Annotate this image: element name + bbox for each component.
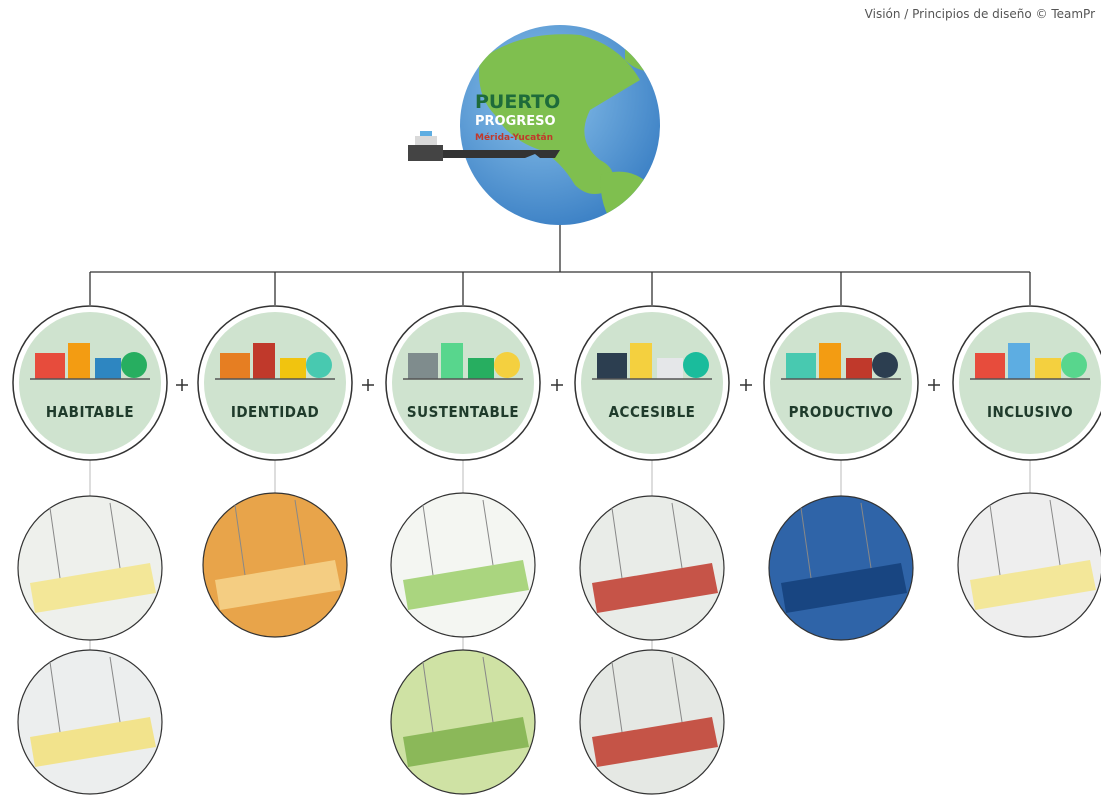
icon: [683, 352, 709, 378]
principle: PRODUCTIVO: [763, 305, 919, 461]
icon: [408, 353, 438, 379]
icon: [280, 358, 306, 379]
photo-circle: [768, 495, 914, 641]
photo-circle: [579, 495, 725, 641]
icon: [253, 343, 275, 379]
principle: INCLUSIVO: [952, 305, 1101, 461]
photo-detail: [422, 656, 494, 733]
principle: HABITABLE: [12, 305, 168, 461]
icon: [121, 352, 147, 378]
icon: [872, 352, 898, 378]
credit: Visión / Principios de diseño © TeamPr: [865, 7, 1095, 21]
icon: [494, 352, 520, 378]
photo-detail: [781, 563, 907, 613]
icon: [657, 358, 683, 379]
icon: [468, 358, 494, 379]
principle-disc: [19, 312, 161, 454]
principle-label: IDENTIDAD: [231, 403, 319, 421]
photo-detail: [800, 502, 872, 579]
plus-signs: [176, 379, 940, 391]
photo-circle: [17, 649, 163, 795]
photo-detail: [592, 717, 718, 767]
icon: [1061, 352, 1087, 378]
photo-circle: [390, 492, 536, 638]
principle-label: SUSTENTABLE: [407, 403, 519, 421]
photo-detail: [592, 563, 718, 613]
principle-label: INCLUSIVO: [987, 403, 1073, 421]
globe: PUERTO PROGRESO Mérida-Yucatán: [408, 25, 660, 225]
principle-label: PRODUCTIVO: [789, 403, 894, 421]
photo-detail: [49, 502, 121, 579]
photo-detail: [611, 656, 683, 733]
icon: [630, 343, 652, 379]
photo-circle: [579, 649, 725, 795]
principle-disc: [959, 312, 1101, 454]
icon: [306, 352, 332, 378]
photo-detail: [234, 499, 306, 576]
icon: [819, 343, 841, 379]
icon: [1008, 343, 1030, 379]
principle-disc: [581, 312, 723, 454]
icon: [220, 353, 250, 379]
photo-detail: [403, 560, 529, 610]
photo-detail: [611, 502, 683, 579]
photo-detail: [49, 656, 121, 733]
photo-detail: [30, 717, 156, 767]
photo-circle: [202, 492, 348, 638]
photo-circle: [957, 492, 1101, 638]
icon: [35, 353, 65, 379]
globe-location: Mérida-Yucatán: [475, 132, 553, 143]
principle-label: HABITABLE: [46, 403, 134, 421]
photo-detail: [989, 499, 1061, 576]
photo-detail: [403, 717, 529, 767]
principle: ACCESIBLE: [574, 305, 730, 461]
principle: SUSTENTABLE: [385, 305, 541, 461]
principle: IDENTIDAD: [197, 305, 353, 461]
connectors: [89, 225, 1031, 305]
icon: [68, 343, 90, 379]
principle-disc: [204, 312, 346, 454]
icon: [975, 353, 1005, 379]
photo-circle: [17, 495, 163, 641]
photo-detail: [30, 563, 156, 613]
icon: [597, 353, 627, 379]
photo-detail: [970, 560, 1096, 610]
photo-detail: [215, 560, 341, 610]
principle-disc: [770, 312, 912, 454]
icon: [846, 358, 872, 379]
icon: [1035, 358, 1061, 379]
icon: [786, 353, 816, 379]
image-connectors: [89, 460, 1031, 650]
photo-detail: [422, 499, 494, 576]
globe-title: PUERTO: [475, 91, 560, 113]
globe-subtitle: PROGRESO: [475, 114, 556, 129]
principle-disc: [392, 312, 534, 454]
icon: [441, 343, 463, 379]
principle-label: ACCESIBLE: [609, 403, 696, 421]
photo-circle: [390, 649, 536, 795]
icon: [95, 358, 121, 379]
